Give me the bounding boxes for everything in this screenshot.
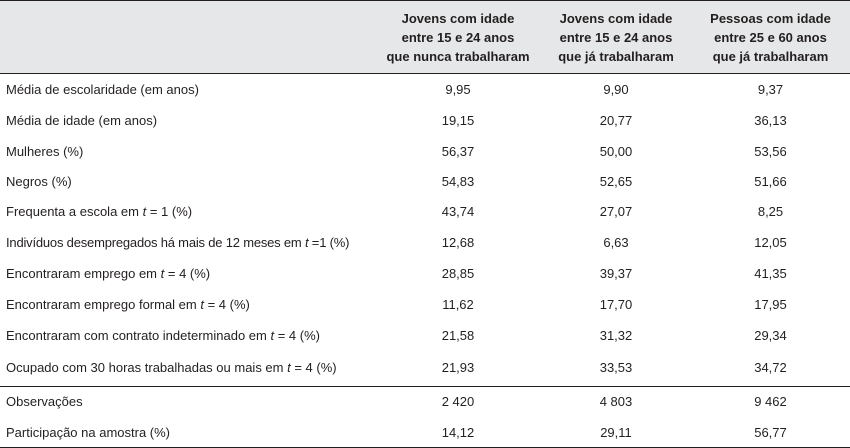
table-row: Frequenta a escola em t = 1 (%) 43,74 27… [0, 196, 850, 227]
table-row: Encontraram com contrato indeterminado e… [0, 320, 850, 351]
cell-value: 8,25 [757, 204, 784, 219]
cell-value: 21,93 [441, 360, 475, 375]
cell-value: 51,66 [754, 174, 787, 189]
cell-value: 17,95 [754, 297, 787, 312]
cell-value: 9,95 [445, 82, 471, 97]
table-row: Mulheres (%) 56,37 50,00 53,56 [0, 136, 850, 167]
cell-value: 12,68 [441, 235, 475, 250]
row-label: Média de escolaridade (em anos) [6, 82, 199, 97]
table-row: Encontraram emprego formal em t = 4 (%) … [0, 289, 850, 320]
row-label: Encontraram emprego em t = 4 (%) [6, 266, 211, 281]
table-row: Encontraram emprego em t = 4 (%) 28,85 3… [0, 258, 850, 289]
row-label: Média de idade (em anos) [6, 113, 158, 128]
table-row: Média de idade (em anos) 19,15 20,77 36,… [0, 105, 850, 136]
row-label: Negros (%) [6, 174, 72, 189]
row-label: Mulheres (%) [6, 144, 84, 159]
row-label: Ocupado com 30 horas trabalhadas ou mais… [6, 360, 337, 375]
cell-value: 54,83 [441, 174, 475, 189]
column-header-young-worked: Jovens com idade entre 15 e 24 anos que … [558, 10, 674, 64]
row-label: Encontraram emprego formal em t = 4 (%) [6, 297, 250, 312]
cell-value: 21,58 [441, 328, 475, 343]
column-header-young-never-worked: Jovens com idade entre 15 e 24 anos que … [386, 10, 530, 64]
cell-value: 31,32 [599, 328, 633, 343]
cell-value: 9,90 [603, 82, 629, 97]
table-row: Média de escolaridade (em anos) 9,95 9,9… [0, 74, 850, 105]
cell-value: 52,65 [599, 174, 633, 189]
cell-value: 53,56 [754, 144, 787, 159]
table-top-rule [0, 0, 850, 1]
cell-value: 56,77 [754, 425, 787, 440]
cell-value: 11,62 [442, 297, 474, 312]
cell-value: 29,11 [600, 425, 632, 440]
cell-value: 20,77 [599, 113, 633, 128]
row-label: Indivíduos desempregados há mais de 12 m… [6, 235, 350, 250]
cell-value: 28,85 [441, 266, 475, 281]
table-row: Indivíduos desempregados há mais de 12 m… [0, 227, 850, 258]
cell-value: 43,74 [441, 204, 475, 219]
cell-value: 50,00 [599, 144, 633, 159]
cell-value: 56,37 [441, 144, 475, 159]
table-row: Observações 2 420 4 803 9 462 [0, 386, 850, 417]
table-row: Ocupado com 30 horas trabalhadas ou mais… [0, 352, 850, 383]
cell-value: 14,12 [441, 425, 475, 440]
cell-value: 27,07 [599, 204, 633, 219]
column-header-adults-worked: Pessoas com idade entre 25 e 60 anos que… [710, 10, 831, 64]
cell-value: 34,72 [754, 360, 787, 375]
cell-value: 36,13 [754, 113, 787, 128]
summary-separator-rule [0, 386, 850, 387]
table-row: Participação na amostra (%) 14,12 29,11 … [0, 417, 850, 448]
cell-value: 29,34 [754, 328, 787, 343]
cell-value: 9,37 [757, 82, 784, 97]
cell-value: 2 420 [441, 394, 475, 409]
cell-value: 41,35 [754, 266, 787, 281]
cell-value: 19,15 [441, 113, 475, 128]
cell-value: 33,53 [599, 360, 633, 375]
cell-value: 9 462 [754, 394, 787, 409]
row-label: Observações [6, 394, 83, 409]
cell-value: 4 803 [599, 394, 633, 409]
row-label: Encontraram com contrato indeterminado e… [6, 328, 320, 343]
row-label: Frequenta a escola em t = 1 (%) [6, 204, 193, 219]
table-row: Negros (%) 54,83 52,65 51,66 [0, 166, 850, 197]
cell-value: 17,70 [599, 297, 633, 312]
row-label: Participação na amostra (%) [6, 425, 171, 440]
cell-value: 12,05 [754, 235, 787, 250]
table-header-band [0, 0, 850, 73]
cell-value: 39,37 [599, 266, 633, 281]
header-bottom-rule [0, 73, 850, 74]
cell-value: 6,63 [603, 235, 629, 250]
